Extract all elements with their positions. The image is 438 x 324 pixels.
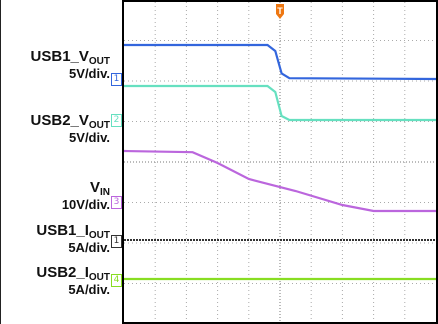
left-frame-border: [0, 0, 1, 324]
label-usb1-iout: USB1_IOUT 5A/div.: [36, 223, 110, 256]
trigger-label: T: [277, 6, 283, 16]
channel-marker-usb2-vout: 2: [111, 114, 122, 127]
channel-marker-vin: 3: [111, 196, 122, 209]
scope-plot: T: [122, 0, 438, 324]
channel-marker-usb2-iout: 4: [111, 274, 122, 287]
channel-marker-usb1-vout: 1: [111, 73, 122, 86]
label-vin: VIN 10V/div.: [62, 180, 110, 213]
channel-marker-usb1-iout: 1: [111, 235, 122, 248]
label-usb2-vout: USB2_VOUT 5V/div.: [31, 113, 110, 146]
label-usb2-iout: USB2_IOUT 5A/div.: [36, 265, 110, 298]
label-usb1-vout: USB1_VOUT 5V/div.: [31, 49, 110, 82]
